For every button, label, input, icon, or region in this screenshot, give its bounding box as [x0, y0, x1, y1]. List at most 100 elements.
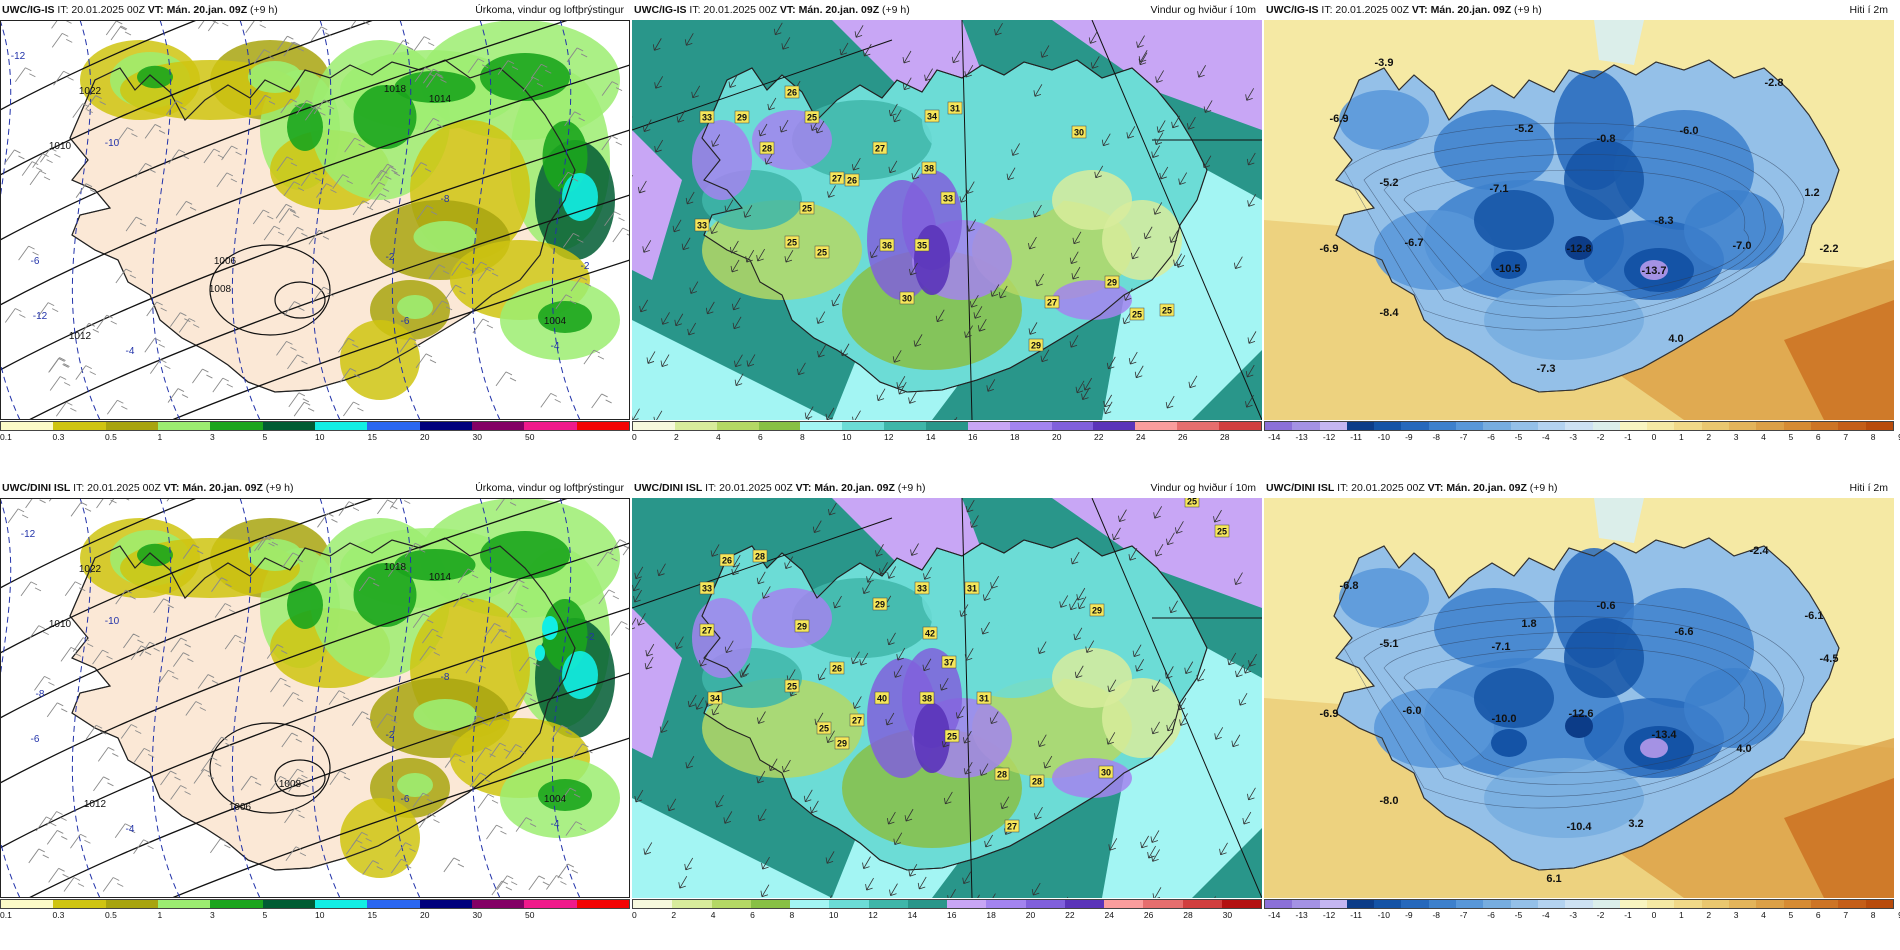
forecast-map[interactable]: -3.9 -2.8 -6.9 -5.2 -0.8 -6.0 -5.2 -7.1 1.2 -8.3 -… — [1264, 20, 1894, 420]
panel-p1-precip: UWC/IG-IS IT: 20.01.2025 00Z VT: Mán. 20… — [0, 0, 630, 450]
color-scale-tick: -9 — [1405, 432, 1413, 442]
color-scale-swatch — [1177, 422, 1220, 430]
precip-area — [340, 320, 420, 400]
lead-time: (+9 h) — [1529, 482, 1558, 494]
map-value-label: -10.5 — [1495, 263, 1520, 275]
valid-time: Mán. 20.jan. 09Z — [1446, 482, 1527, 494]
map-value-label: -2 — [586, 632, 595, 643]
gust-value: 31 — [950, 104, 960, 114]
gust-value: 27 — [832, 174, 842, 184]
map-value-label: 28 — [759, 141, 775, 155]
color-scale-swatch — [210, 900, 263, 908]
temperature-value: -10.0 — [1491, 713, 1516, 725]
isotherm-label: -8 — [441, 672, 450, 683]
temp-area — [1434, 110, 1554, 190]
isotherm-label: -6 — [31, 734, 40, 745]
wind-area — [792, 100, 932, 180]
map-canvas: 1022 1018 1014 1010 1006 1012 1008 1004 -12 -10 -8… — [0, 20, 630, 420]
gust-value: 25 — [819, 724, 829, 734]
temp-area — [1474, 668, 1554, 728]
gust-value: 26 — [847, 176, 857, 186]
valid-time: Mán. 20.jan. 09Z — [182, 482, 263, 494]
color-scale-swatch — [1265, 422, 1293, 430]
gust-value: 26 — [787, 88, 797, 98]
color-scale-tick: 16 — [968, 432, 978, 442]
valid-time: Mán. 20.jan. 09Z — [798, 4, 880, 16]
isobar-label: 1012 — [69, 331, 92, 342]
temperature-value: -13.4 — [1651, 729, 1677, 741]
valid-time: Mán. 20.jan. 09Z — [1430, 4, 1512, 16]
map-value-label: 33 — [940, 191, 956, 205]
color-scale-tick: 20 — [1025, 910, 1036, 920]
gust-value: 29 — [1092, 606, 1102, 616]
map-value-label: 29 — [872, 597, 888, 611]
color-scale-tick: 9 — [1898, 910, 1900, 920]
init-time: IT: 20.01.2025 00Z — [1337, 482, 1425, 494]
color-scale-tick: -2 — [1596, 910, 1605, 920]
color-scale-tick: 0.3 — [52, 432, 65, 442]
color-scale-swatch — [314, 900, 368, 908]
map-value-label: -8 — [441, 672, 450, 683]
temp-area — [1374, 688, 1494, 768]
temperature-value: 1.8 — [1521, 618, 1536, 630]
gust-label-box — [1184, 498, 1200, 508]
gust-label-box — [964, 581, 980, 595]
color-scale-swatch — [1104, 900, 1144, 908]
map-value-label: 1008 — [209, 284, 232, 295]
temp-area — [1434, 588, 1554, 668]
model-name: UWC/IG-IS — [634, 4, 687, 16]
color-scale-tick: -8 — [1432, 432, 1441, 442]
model-name: UWC/DINI ISL — [1266, 482, 1335, 494]
valid-time: Mán. 20.jan. 09Z — [166, 4, 248, 16]
color-scale-ticks: -14 -13 -12 -11 -10 -9 -8 -7 -6 -5 -4 -3 -2 -1 0 1 2 3 4 5 6… — [1264, 910, 1900, 922]
forecast-map[interactable]: 1022 1018 1014 1010 1012 1008 1006 1004 -12 -10 -8… — [0, 498, 630, 898]
gust-value: 29 — [1031, 341, 1041, 351]
color-scale-tick: 16 — [947, 910, 957, 920]
color-scale-tick: 20 — [420, 910, 430, 920]
color-scale-tick: 4 — [1761, 432, 1766, 442]
forecast-map[interactable]: -2.4 -6.8 -0.6 1.8 -6.1 -5.1 -7.1 -6.6 -4.5 -6.9 -… — [1264, 498, 1894, 898]
wind-area — [922, 80, 1022, 160]
color-scale-tick: -8 — [1432, 910, 1441, 920]
forecast-map[interactable]: 1022 1018 1014 1010 1006 1012 1008 1004 -12 -10 -8… — [0, 20, 630, 420]
gust-label-box — [1044, 295, 1060, 309]
temperature-value: -5.1 — [1380, 638, 1399, 650]
color-scale-swatch — [716, 422, 759, 430]
color-scale-swatch — [1483, 900, 1511, 908]
color-scale-tick: 50 — [525, 910, 535, 920]
gust-label-box — [694, 218, 710, 232]
map-value-label: -7.3 — [1537, 363, 1556, 375]
forecast-map[interactable]: 33 29 26 25 28 27 25 33 25 25 36 35 30 34 27 31 38 33 26 30… — [632, 20, 1262, 420]
color-scale-swatch — [1647, 422, 1675, 430]
map-value-label: 25 — [1129, 307, 1145, 321]
wind-area — [952, 140, 1072, 220]
color-scale-swatch — [1, 900, 54, 908]
temperature-value: -6.9 — [1320, 708, 1339, 720]
run-info: UWC/IG-IS IT: 20.01.2025 00Z VT: Mán. 20… — [634, 0, 910, 20]
color-scale-swatch — [1292, 422, 1320, 430]
gust-label-box — [829, 171, 845, 185]
color-scale-tick: 22 — [1094, 432, 1104, 442]
gust-value: 28 — [762, 144, 772, 154]
color-scale-tick: 26 — [1178, 432, 1188, 442]
map-value-label: 1018 — [384, 562, 407, 573]
forecast-map[interactable]: 26 28 33 27 29 34 25 26 25 40 29 33 31 42 37 27 38 31 25 29… — [632, 498, 1262, 898]
map-value-label: -7.0 — [1733, 240, 1752, 252]
gust-value: 28 — [1032, 777, 1042, 787]
color-scale-swatch — [524, 422, 577, 430]
wind-area — [752, 110, 832, 170]
color-scale-tick: 18 — [1010, 432, 1020, 442]
color-scale-tick: -4 — [1542, 432, 1550, 442]
wind-area — [792, 578, 932, 658]
map-value-label: 26 — [844, 173, 860, 187]
color-scale-swatch — [1783, 900, 1811, 908]
color-scale-swatch — [1810, 900, 1839, 908]
temperature-value: -6.1 — [1805, 610, 1824, 622]
color-scale-swatch — [157, 422, 211, 430]
gust-label-box — [874, 691, 890, 705]
map-value-label: 1012 — [84, 799, 107, 810]
color-scale-bar — [1264, 421, 1894, 431]
map-value-label: 1004 — [544, 316, 567, 327]
color-scale-tick: 5 — [1788, 910, 1794, 920]
color-scale-tick: 2 — [674, 432, 679, 442]
